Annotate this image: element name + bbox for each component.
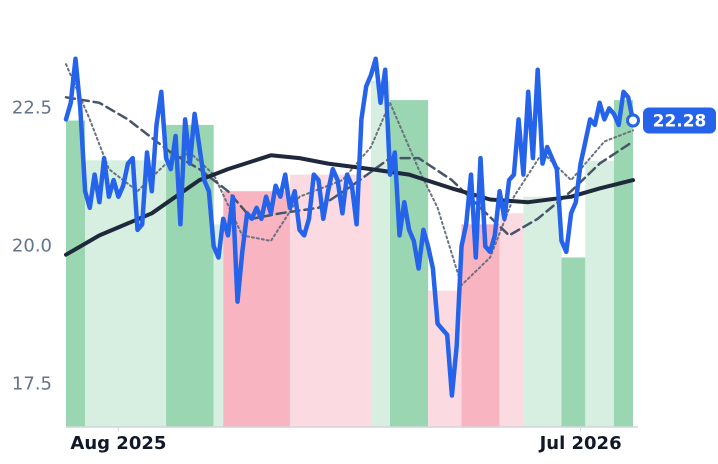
y-tick: 20.0 — [12, 235, 52, 256]
regime-band — [523, 196, 562, 427]
regime-band — [85, 160, 167, 427]
y-tick-label: 17.5 — [12, 373, 52, 394]
regime-band — [66, 120, 86, 428]
regime-band — [561, 257, 586, 427]
regime-band — [166, 124, 214, 427]
y-tick: 22.5 — [12, 97, 52, 118]
regime-band — [499, 213, 524, 427]
last-value-label: 22.28 — [653, 112, 707, 132]
y-tick-label: 20.0 — [12, 235, 52, 256]
series-line — [63, 56, 636, 398]
x-tick-label: Jul 2026 — [538, 433, 622, 454]
x-tick-label: Aug 2025 — [70, 433, 166, 454]
y-tick-label: 22.5 — [12, 97, 52, 118]
y-tick: 17.5 — [12, 373, 52, 394]
regime-band — [213, 224, 224, 427]
regime-band — [461, 224, 500, 427]
last-point — [626, 113, 640, 128]
regime-band — [585, 160, 614, 427]
series-line — [64, 96, 635, 237]
last-value-badge — [643, 107, 716, 134]
series-line — [64, 153, 635, 257]
